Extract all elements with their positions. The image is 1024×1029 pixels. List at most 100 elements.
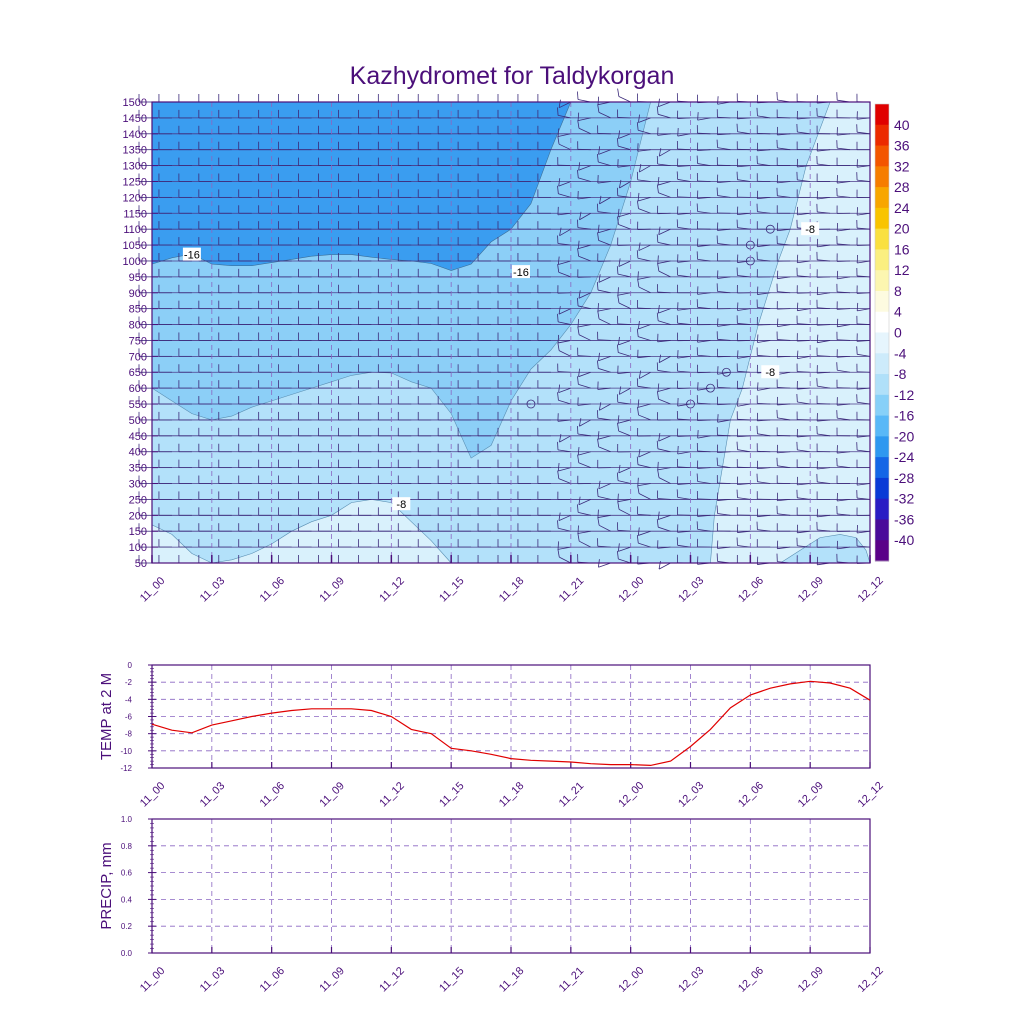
y-tick-label: 450 <box>129 431 147 443</box>
colorbar-label: 32 <box>894 158 910 174</box>
wind-barb-feather <box>557 107 558 115</box>
colorbar-swatch <box>875 374 889 395</box>
wind-barb-feather <box>738 398 739 406</box>
y-tick-label: 100 <box>129 542 147 554</box>
wind-barb-feather <box>698 112 699 120</box>
y-tick-label: -12 <box>120 764 132 773</box>
x-tick-label: 12_12 <box>856 780 886 810</box>
colorbar-label: 36 <box>894 138 910 154</box>
wind-barb-feather <box>618 494 619 502</box>
colorbar-swatch <box>875 208 889 229</box>
colorbar-swatch <box>875 436 889 457</box>
y-tick-label: 900 <box>129 288 147 300</box>
colorbar-label: 0 <box>894 325 902 341</box>
x-tick-label: 12_06 <box>736 780 766 810</box>
colorbar-label: 12 <box>894 262 910 278</box>
wind-barb-feather <box>598 510 599 518</box>
colorbar-label: -4 <box>894 345 907 361</box>
x-tick-label: 11_21 <box>557 965 587 995</box>
colorbar-label: -28 <box>894 470 914 486</box>
y-tick-label: 1500 <box>123 97 147 109</box>
x-tick-label: 12_00 <box>616 780 646 810</box>
cross-section-panel: -16-16-8-8-81500145014001350130012501200… <box>123 89 886 605</box>
colorbar-label: 16 <box>894 241 910 257</box>
wind-barb-feather <box>757 382 758 390</box>
colorbar-swatch <box>875 499 889 520</box>
x-tick-label: 11_18 <box>497 780 527 810</box>
x-tick-label: 11_09 <box>317 780 347 810</box>
y-axis-label: PRECIP, mm <box>98 842 115 929</box>
y-tick-label: 200 <box>129 510 147 522</box>
contour-label: -16 <box>184 250 200 262</box>
x-tick-label: 12_00 <box>616 575 646 605</box>
colorbar-label: -8 <box>894 366 907 382</box>
x-tick-label: 11_21 <box>557 575 587 605</box>
y-tick-label: 1400 <box>123 129 147 141</box>
wind-barb <box>619 97 631 102</box>
y-tick-label: 1200 <box>123 192 147 204</box>
y-tick-label: 1.0 <box>121 815 133 824</box>
y-tick-label: 0.0 <box>121 949 133 958</box>
colorbar-swatch <box>875 291 889 312</box>
colorbar-swatch <box>875 353 889 374</box>
x-tick-label: 12_09 <box>796 965 826 995</box>
y-tick-label: -2 <box>125 678 133 687</box>
wind-barb-feather <box>718 96 719 104</box>
y-tick-label: 700 <box>129 351 147 363</box>
wind-barb-feather <box>837 319 838 327</box>
wind-barb-feather <box>658 255 659 263</box>
x-tick-label: 12_03 <box>676 575 706 605</box>
wind-barb-feather <box>578 319 579 327</box>
contour-label: -16 <box>513 267 529 279</box>
y-tick-label: 0 <box>128 661 133 670</box>
wind-barb-feather <box>678 128 679 136</box>
x-tick-label: 11_03 <box>198 780 228 810</box>
colorbar-label: -32 <box>894 491 914 507</box>
y-tick-label: 1300 <box>123 161 147 173</box>
contour-label: -8 <box>805 224 815 236</box>
y-tick-label: 150 <box>129 526 147 538</box>
colorbar-label: -24 <box>894 449 914 465</box>
colorbar-swatch <box>875 187 889 208</box>
colorbar-swatch <box>875 333 889 354</box>
colorbar-label: 24 <box>894 200 910 216</box>
colorbar: 4036322824201612840-4-8-12-16-20-24-28-3… <box>875 104 914 562</box>
x-tick-label: 11_15 <box>437 780 467 810</box>
colorbar-swatch <box>875 270 889 291</box>
y-tick-label: 0.4 <box>121 895 133 904</box>
wind-barb <box>659 563 670 569</box>
y-tick-label: 1350 <box>123 145 147 157</box>
x-tick-label: 11_06 <box>258 780 288 810</box>
x-tick-label: 11_21 <box>557 780 587 810</box>
x-tick-label: 11_15 <box>437 575 467 605</box>
x-tick-label: 11_12 <box>377 965 407 995</box>
colorbar-swatch <box>875 519 889 540</box>
y-tick-label: -8 <box>125 730 133 739</box>
y-tick-label: 0.2 <box>121 922 133 931</box>
x-tick-label: 12_09 <box>796 575 826 605</box>
colorbar-swatch <box>875 125 889 146</box>
y-tick-label: 350 <box>129 463 147 475</box>
wind-barb <box>598 563 610 567</box>
colorbar-swatch <box>875 540 889 561</box>
colorbar-swatch <box>875 457 889 478</box>
y-tick-label: 950 <box>129 272 147 284</box>
y-tick-label: 1450 <box>123 113 147 125</box>
colorbar-swatch <box>875 395 889 416</box>
y-tick-label: -4 <box>125 695 133 704</box>
y-tick-label: 1250 <box>123 176 147 188</box>
wind-barb-feather <box>618 287 619 295</box>
x-tick-label: 12_00 <box>616 965 646 995</box>
colorbar-label: 28 <box>894 179 910 195</box>
x-tick-label: 11_15 <box>437 965 467 995</box>
wind-barb-feather <box>638 271 639 279</box>
colorbar-swatch <box>875 416 889 437</box>
x-tick-label: 12_03 <box>676 780 706 810</box>
chart-title: Kazhydromet for Taldykorgan <box>0 62 1024 91</box>
y-tick-label: -6 <box>125 713 133 722</box>
y-tick-label: 400 <box>129 447 147 459</box>
y-tick-label: 0.6 <box>121 869 133 878</box>
contour-label: -8 <box>396 499 406 511</box>
